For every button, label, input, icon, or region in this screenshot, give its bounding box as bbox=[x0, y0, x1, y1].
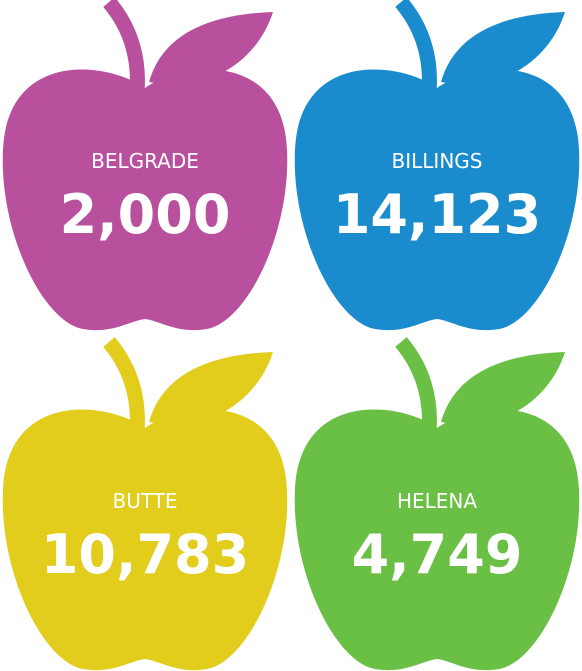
apple: HELENA 4,749 bbox=[294, 337, 580, 671]
apple-stem bbox=[103, 337, 145, 433]
city-value: 2,000 bbox=[60, 183, 231, 246]
apple-body bbox=[2, 69, 288, 331]
apple-stem bbox=[103, 0, 145, 93]
city-label: HELENA bbox=[397, 489, 477, 513]
apple: BILLINGS 14,123 bbox=[294, 0, 580, 331]
apple-stem bbox=[395, 0, 437, 93]
city-label: BUTTE bbox=[112, 489, 177, 513]
city-value: 4,749 bbox=[352, 523, 523, 586]
apple-body bbox=[294, 69, 580, 331]
city-value: 10,783 bbox=[41, 523, 249, 586]
apple-leaf bbox=[441, 352, 565, 425]
apple-leaf bbox=[149, 12, 273, 85]
apple-leaf bbox=[441, 12, 565, 85]
city-label: BILLINGS bbox=[392, 149, 483, 173]
apple-body bbox=[2, 409, 288, 671]
apple-stem bbox=[395, 337, 437, 433]
city-label: BELGRADE bbox=[91, 149, 199, 173]
city-value: 14,123 bbox=[333, 183, 541, 246]
apple-body bbox=[294, 409, 580, 671]
apple-leaf bbox=[149, 352, 273, 425]
apple: BUTTE 10,783 bbox=[2, 337, 288, 671]
apple: BELGRADE 2,000 bbox=[2, 0, 288, 331]
